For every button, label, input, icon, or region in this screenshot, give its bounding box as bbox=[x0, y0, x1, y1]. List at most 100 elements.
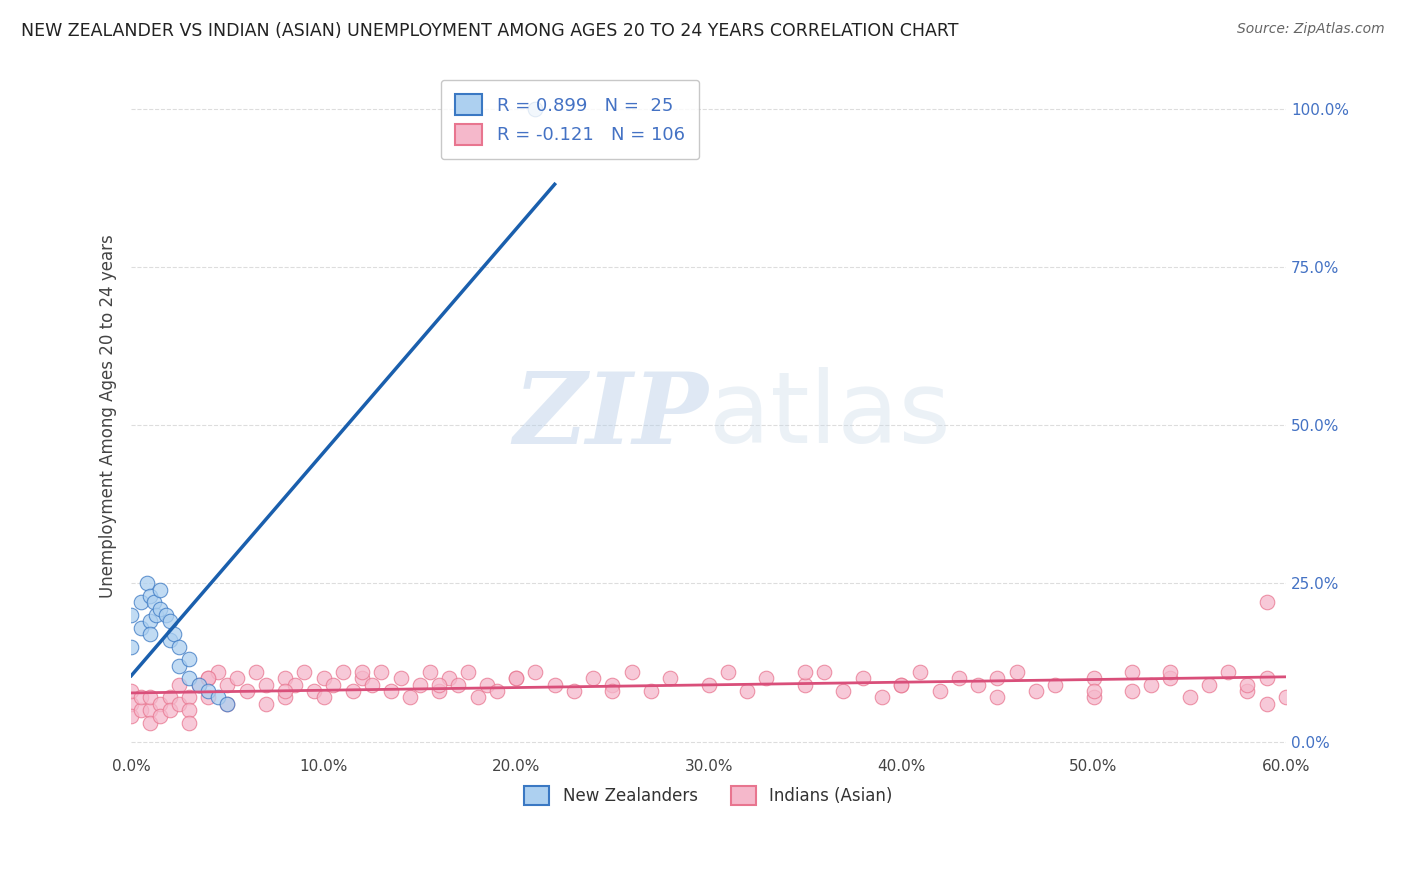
Point bbox=[409, 678, 432, 692]
Point bbox=[1218, 665, 1240, 679]
Text: Source: ZipAtlas.com: Source: ZipAtlas.com bbox=[1237, 22, 1385, 37]
Point bbox=[1159, 671, 1181, 685]
Point bbox=[322, 678, 344, 692]
Point bbox=[1025, 684, 1047, 698]
Point bbox=[890, 678, 912, 692]
Point bbox=[1275, 690, 1298, 705]
Legend: New Zealanders, Indians (Asian): New Zealanders, Indians (Asian) bbox=[516, 778, 901, 814]
Point bbox=[543, 678, 565, 692]
Point bbox=[120, 640, 142, 654]
Point bbox=[169, 678, 191, 692]
Point bbox=[162, 627, 184, 641]
Point bbox=[120, 709, 142, 723]
Point bbox=[177, 652, 200, 666]
Point bbox=[640, 684, 662, 698]
Point bbox=[477, 678, 499, 692]
Text: ZIP: ZIP bbox=[513, 368, 709, 464]
Point bbox=[177, 715, 200, 730]
Point bbox=[207, 665, 229, 679]
Point bbox=[294, 665, 316, 679]
Point bbox=[1178, 690, 1201, 705]
Point bbox=[235, 684, 257, 698]
Point bbox=[352, 665, 374, 679]
Point bbox=[284, 678, 307, 692]
Point bbox=[427, 684, 450, 698]
Point bbox=[986, 671, 1008, 685]
Point bbox=[1236, 678, 1258, 692]
Point bbox=[129, 690, 152, 705]
Point bbox=[177, 671, 200, 685]
Point bbox=[332, 665, 354, 679]
Point bbox=[226, 671, 249, 685]
Point bbox=[467, 690, 489, 705]
Point bbox=[505, 671, 527, 685]
Point bbox=[139, 690, 162, 705]
Point bbox=[505, 671, 527, 685]
Point bbox=[1256, 595, 1278, 609]
Point bbox=[274, 671, 297, 685]
Y-axis label: Unemployment Among Ages 20 to 24 years: Unemployment Among Ages 20 to 24 years bbox=[100, 234, 117, 598]
Point bbox=[793, 678, 815, 692]
Point bbox=[813, 665, 835, 679]
Point bbox=[177, 690, 200, 705]
Point bbox=[717, 665, 740, 679]
Point bbox=[177, 703, 200, 717]
Point bbox=[659, 671, 682, 685]
Point bbox=[755, 671, 778, 685]
Point bbox=[910, 665, 932, 679]
Point bbox=[524, 102, 547, 116]
Point bbox=[582, 671, 605, 685]
Point bbox=[155, 608, 177, 623]
Point bbox=[135, 576, 157, 591]
Point bbox=[197, 690, 219, 705]
Point bbox=[129, 703, 152, 717]
Point bbox=[139, 715, 162, 730]
Point bbox=[370, 665, 392, 679]
Point bbox=[159, 633, 181, 648]
Point bbox=[169, 697, 191, 711]
Point bbox=[380, 684, 402, 698]
Point bbox=[129, 621, 152, 635]
Point bbox=[352, 671, 374, 685]
Point bbox=[312, 671, 335, 685]
Point bbox=[485, 684, 508, 698]
Point bbox=[437, 671, 460, 685]
Point bbox=[274, 690, 297, 705]
Point bbox=[524, 665, 547, 679]
Point bbox=[139, 615, 162, 629]
Point bbox=[1083, 684, 1105, 698]
Point bbox=[602, 684, 624, 698]
Point bbox=[207, 690, 229, 705]
Point bbox=[1159, 665, 1181, 679]
Point bbox=[149, 582, 172, 597]
Point bbox=[187, 678, 209, 692]
Point bbox=[870, 690, 893, 705]
Point bbox=[149, 709, 172, 723]
Point bbox=[1236, 684, 1258, 698]
Point bbox=[447, 678, 470, 692]
Point bbox=[159, 690, 181, 705]
Point bbox=[1121, 665, 1143, 679]
Point bbox=[254, 678, 277, 692]
Point bbox=[149, 601, 172, 615]
Point bbox=[129, 595, 152, 609]
Point bbox=[1005, 665, 1028, 679]
Point bbox=[143, 595, 166, 609]
Point bbox=[890, 678, 912, 692]
Point bbox=[217, 697, 239, 711]
Point bbox=[1083, 671, 1105, 685]
Point bbox=[342, 684, 364, 698]
Point bbox=[274, 684, 297, 698]
Point bbox=[217, 678, 239, 692]
Point bbox=[697, 678, 720, 692]
Point bbox=[169, 658, 191, 673]
Point bbox=[169, 640, 191, 654]
Point bbox=[159, 703, 181, 717]
Point bbox=[197, 671, 219, 685]
Point bbox=[120, 697, 142, 711]
Point bbox=[139, 703, 162, 717]
Point bbox=[1083, 690, 1105, 705]
Point bbox=[1043, 678, 1066, 692]
Point bbox=[419, 665, 441, 679]
Point bbox=[457, 665, 479, 679]
